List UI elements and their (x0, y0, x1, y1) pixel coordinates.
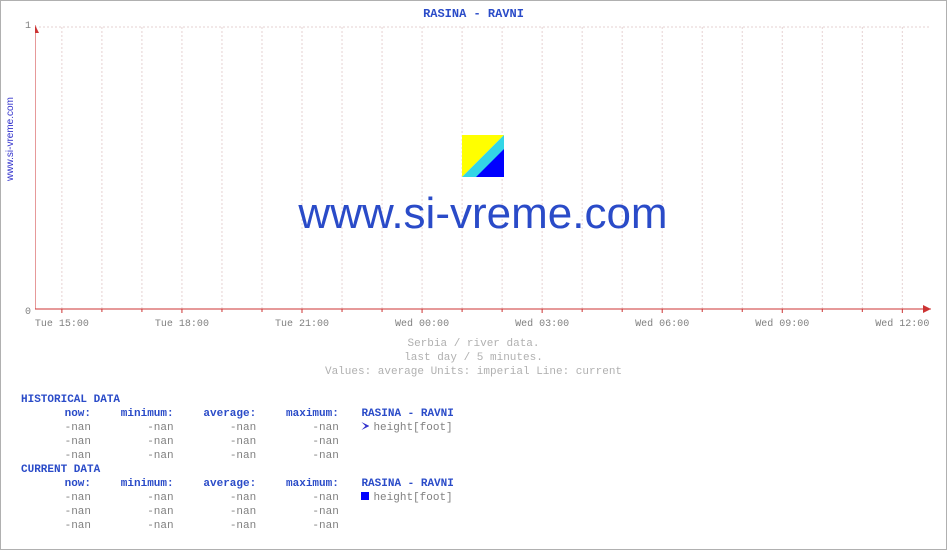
table-row: -nan -nan -nan -nan height[foot] (21, 421, 605, 435)
table-row: -nan -nan -nan -nan (21, 435, 605, 449)
cell-series: height[foot] (345, 491, 605, 505)
hdr-series-curr: RASINA - RAVNI (345, 477, 605, 491)
chart-frame: www.si-vreme.com RASINA - RAVNI 0 1 www.… (0, 0, 947, 550)
table-row: -nan -nan -nan -nan (21, 449, 605, 463)
caption-line-3: Values: average Units: imperial Line: cu… (1, 365, 946, 379)
ytick-0: 0 (3, 307, 31, 318)
historical-title: HISTORICAL DATA (21, 393, 605, 407)
xtick-label: Wed 03:00 (515, 319, 569, 330)
cell-min: -nan (98, 449, 174, 463)
xtick-label: Wed 12:00 (875, 319, 929, 330)
cell-avg: -nan (180, 505, 256, 519)
plot-area: www.si-vreme.com (35, 23, 931, 313)
cell-now: -nan (21, 421, 91, 435)
watermark-text: www.si-vreme.com (298, 189, 667, 239)
caption-line-1: Serbia / river data. (1, 337, 946, 351)
table-row: -nan -nan -nan -nan (21, 519, 605, 533)
table-row: -nan -nan -nan -nan (21, 505, 605, 519)
xtick-label: Wed 06:00 (635, 319, 689, 330)
cell-now: -nan (21, 505, 91, 519)
hdr-avg: average: (180, 407, 256, 421)
cell-min: -nan (98, 519, 174, 533)
cell-avg: -nan (180, 491, 256, 505)
watermark-logo (462, 135, 504, 177)
hdr-max: maximum: (263, 407, 339, 421)
hdr-now: now: (21, 477, 91, 491)
xtick-label: Tue 21:00 (275, 319, 329, 330)
chart-caption: Serbia / river data. last day / 5 minute… (1, 337, 946, 379)
series-label-text: height[foot] (373, 492, 452, 504)
hdr-series-hist: RASINA - RAVNI (345, 407, 605, 421)
cell-avg: -nan (180, 519, 256, 533)
hdr-now: now: (21, 407, 91, 421)
cell-avg: -nan (180, 421, 256, 435)
cell-max: -nan (263, 435, 339, 449)
cell-max: -nan (263, 519, 339, 533)
xtick-label: Tue 18:00 (155, 319, 209, 330)
cell-max: -nan (263, 449, 339, 463)
cell-min: -nan (98, 421, 174, 435)
current-data-block: CURRENT DATA now: minimum: average: maxi… (21, 463, 605, 533)
cell-series: height[foot] (345, 421, 605, 435)
cell-now: -nan (21, 519, 91, 533)
historical-data-block: HISTORICAL DATA now: minimum: average: m… (21, 393, 605, 463)
ytick-1: 1 (3, 21, 31, 32)
hdr-max: maximum: (263, 477, 339, 491)
hdr-min: minimum: (98, 477, 174, 491)
series-marker-icon (361, 492, 369, 500)
series-label-text: height[foot] (373, 422, 452, 434)
xtick-label: Wed 09:00 (755, 319, 809, 330)
series-marker-icon (361, 422, 369, 430)
caption-line-2: last day / 5 minutes. (1, 351, 946, 365)
hdr-avg: average: (180, 477, 256, 491)
cell-min: -nan (98, 435, 174, 449)
xtick-label: Tue 15:00 (35, 319, 89, 330)
cell-now: -nan (21, 491, 91, 505)
cell-now: -nan (21, 435, 91, 449)
historical-header-row: now: minimum: average: maximum: RASINA -… (21, 407, 605, 421)
cell-now: -nan (21, 449, 91, 463)
current-header-row: now: minimum: average: maximum: RASINA -… (21, 477, 605, 491)
cell-avg: -nan (180, 449, 256, 463)
site-label-vertical: www.si-vreme.com (5, 97, 16, 181)
xtick-label: Wed 00:00 (395, 319, 449, 330)
cell-max: -nan (263, 491, 339, 505)
cell-min: -nan (98, 491, 174, 505)
chart-title: RASINA - RAVNI (1, 7, 946, 21)
cell-avg: -nan (180, 435, 256, 449)
cell-max: -nan (263, 421, 339, 435)
cell-max: -nan (263, 505, 339, 519)
table-row: -nan -nan -nan -nan height[foot] (21, 491, 605, 505)
hdr-min: minimum: (98, 407, 174, 421)
current-title: CURRENT DATA (21, 463, 605, 477)
cell-min: -nan (98, 505, 174, 519)
